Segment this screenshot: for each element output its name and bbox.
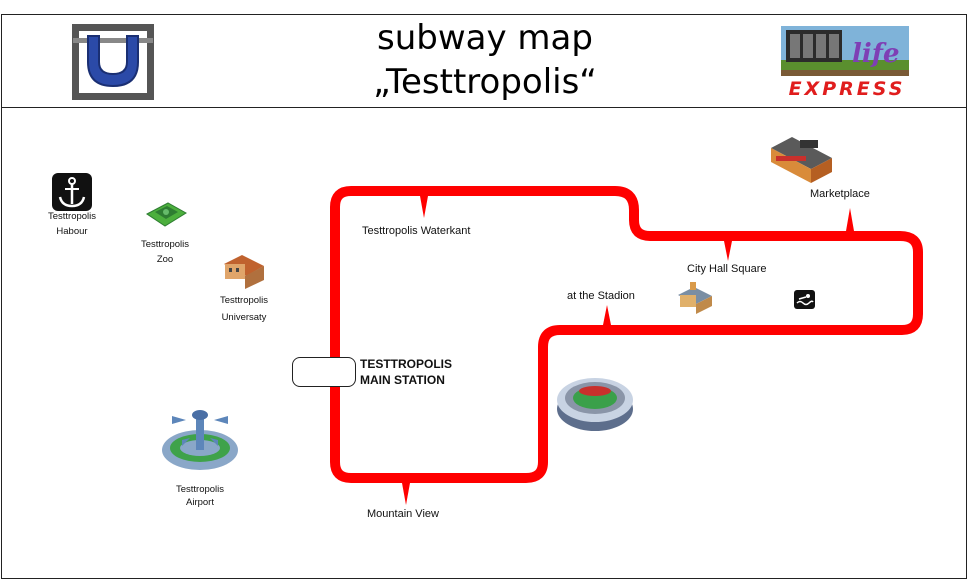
landmark-label-habour: Testtropolis Habour (38, 209, 106, 239)
station-label-main[interactable]: TESTTROPOLIS MAIN STATION (360, 356, 452, 388)
university-line-1: Testtropolis (219, 295, 269, 306)
marketplace-icon (771, 137, 832, 183)
swimming-icon (794, 290, 815, 309)
station-marker-mountain-view[interactable] (402, 483, 410, 505)
header-divider (1, 107, 967, 108)
zoo-line-2: Zoo (156, 254, 174, 265)
airport-icon (162, 410, 238, 470)
zoo-line-1: Testtropolis (140, 239, 190, 250)
airport-line-1: Testtropolis (175, 484, 225, 495)
landmark-label-zoo: Testtropolis Zoo (131, 237, 199, 267)
station-label-marketplace[interactable]: Marketplace (810, 188, 870, 200)
main-station-marker[interactable] (292, 357, 356, 387)
station-marker-waterkant[interactable] (420, 196, 428, 218)
zoo-icon (146, 202, 187, 227)
university-icon (224, 255, 264, 289)
station-label-city-hall[interactable]: City Hall Square (687, 263, 767, 275)
landmark-label-airport: Testtropolis Airport (166, 483, 234, 509)
main-station-line-2: MAIN STATION (360, 373, 445, 387)
stadium-icon (557, 378, 633, 431)
svg-text:life: life (852, 39, 899, 69)
main-station-line-1: TESTTROPOLIS (360, 357, 453, 371)
habour-line-2: Habour (56, 226, 88, 237)
map-frame (1, 14, 967, 579)
airport-line-2: Airport (186, 497, 214, 508)
habour-line-1: Testtropolis (47, 211, 97, 222)
title-line-1: subway map (377, 18, 593, 58)
station-label-mountain-view[interactable]: Mountain View (367, 508, 439, 520)
station-label-waterkant[interactable]: Testtropolis Waterkant (362, 225, 471, 237)
station-marker-marketplace[interactable] (846, 208, 854, 231)
station-label-stadion[interactable]: at the Stadion (567, 290, 635, 302)
page-title: subway map „Testtropolis“ (300, 16, 670, 104)
express-brand-text: EXPRESS (788, 78, 906, 100)
express-brand-logo-icon: life (781, 26, 909, 76)
landmark-label-university: Testtropolis Universaty (210, 292, 278, 326)
city-hall-icon (678, 282, 712, 314)
anchor-icon (52, 173, 92, 211)
station-marker-city-hall[interactable] (724, 241, 732, 261)
u-bahn-logo-icon (72, 24, 154, 100)
subway-line (330, 186, 923, 483)
title-line-2: „Testtropolis“ (373, 62, 597, 102)
station-marker-stadion[interactable] (603, 305, 611, 325)
university-line-2: Universaty (221, 312, 267, 323)
